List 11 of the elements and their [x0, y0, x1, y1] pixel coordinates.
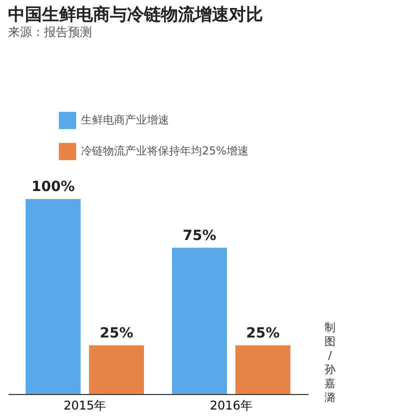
text: 制图/孙嘉潞	[324, 321, 336, 404]
x-tick-label: 2016年	[210, 398, 252, 412]
chart-title: 中国生鲜电商与冷链物流增速对比	[8, 5, 263, 25]
legend-label: 冷链物流产业将保持年均25%增速	[81, 144, 248, 158]
data-label: 75%	[182, 228, 216, 244]
data-label: 100%	[31, 179, 75, 195]
data-label: 25%	[246, 325, 280, 342]
legend-label: 生鲜电商产业增速	[81, 114, 169, 126]
chart-subtitle: 来源：报告预测	[8, 25, 92, 39]
data-label: 25%	[100, 325, 134, 342]
x-tick-label: 2015年	[64, 398, 106, 412]
